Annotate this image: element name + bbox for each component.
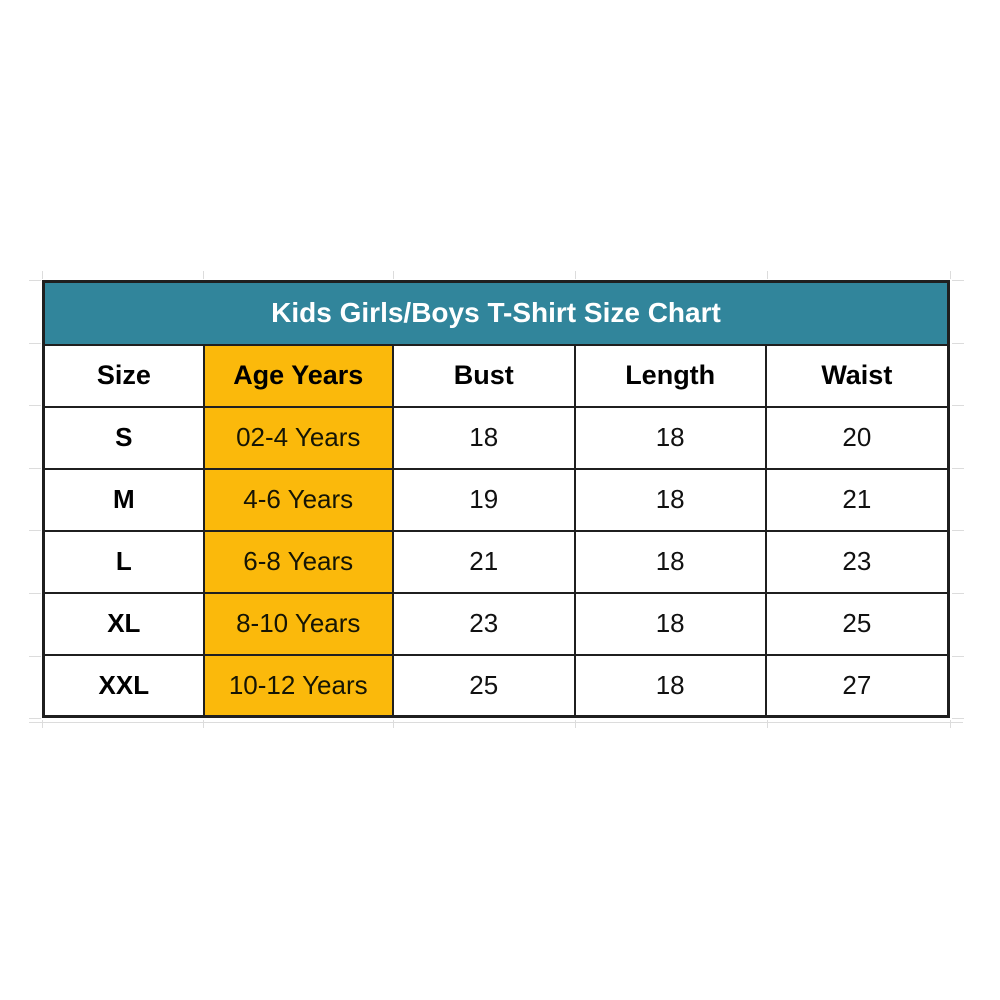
gridline-stub bbox=[29, 718, 41, 719]
table-row-xl: XL 8-10 Years 23 18 25 bbox=[42, 591, 950, 656]
cell-size: XL bbox=[42, 591, 205, 656]
size-chart: Kids Girls/Boys T-Shirt Size Chart Size … bbox=[42, 280, 950, 718]
gridline-stub bbox=[952, 280, 964, 281]
column-header-size: Size bbox=[42, 343, 205, 408]
gridline-stub bbox=[767, 720, 768, 728]
column-header-length: Length bbox=[573, 343, 767, 408]
cell-waist: 25 bbox=[764, 591, 950, 656]
column-header-age: Age Years bbox=[202, 343, 394, 408]
table-title-row: Kids Girls/Boys T-Shirt Size Chart bbox=[42, 280, 950, 346]
cell-age: 8-10 Years bbox=[202, 591, 394, 656]
gridline-stub bbox=[29, 593, 41, 594]
gridline-stub bbox=[393, 720, 394, 728]
gridline-stub bbox=[952, 405, 964, 406]
cell-bust: 19 bbox=[391, 467, 576, 532]
cell-size: S bbox=[42, 405, 205, 470]
gridline-stub bbox=[575, 720, 576, 728]
size-chart-table: Kids Girls/Boys T-Shirt Size Chart Size … bbox=[42, 280, 950, 718]
cell-age: 10-12 Years bbox=[202, 653, 394, 718]
cell-waist: 27 bbox=[764, 653, 950, 718]
cell-age: 02-4 Years bbox=[202, 405, 394, 470]
cell-bust: 18 bbox=[391, 405, 576, 470]
cell-bust: 23 bbox=[391, 591, 576, 656]
table-row-m: M 4-6 Years 19 18 21 bbox=[42, 467, 950, 532]
gridline-stub bbox=[950, 271, 951, 279]
table-header-row: Size Age Years Bust Length Waist bbox=[42, 343, 950, 408]
gridline-stub bbox=[203, 271, 204, 279]
gridline-stub bbox=[29, 468, 41, 469]
gridline-stub bbox=[952, 530, 964, 531]
table-row-xxl: XXL 10-12 Years 25 18 27 bbox=[42, 653, 950, 718]
gridline-stub bbox=[29, 530, 41, 531]
gridline-stub bbox=[952, 343, 964, 344]
cell-waist: 23 bbox=[764, 529, 950, 594]
gridline-stub bbox=[29, 405, 41, 406]
gridline-stub bbox=[29, 656, 41, 657]
gridline-stub bbox=[29, 280, 41, 281]
cell-size: L bbox=[42, 529, 205, 594]
cell-size: XXL bbox=[42, 653, 205, 718]
gridline-stub bbox=[950, 720, 951, 728]
column-header-waist: Waist bbox=[764, 343, 950, 408]
cell-length: 18 bbox=[573, 405, 767, 470]
table-row-s: S 02-4 Years 18 18 20 bbox=[42, 405, 950, 470]
cell-waist: 20 bbox=[764, 405, 950, 470]
cell-bust: 25 bbox=[391, 653, 576, 718]
gridline-stub bbox=[393, 271, 394, 279]
cell-length: 18 bbox=[573, 529, 767, 594]
table-row-l: L 6-8 Years 21 18 23 bbox=[42, 529, 950, 594]
gridline-stub bbox=[575, 271, 576, 279]
cell-waist: 21 bbox=[764, 467, 950, 532]
table-title: Kids Girls/Boys T-Shirt Size Chart bbox=[42, 280, 950, 346]
gridline-stub bbox=[952, 656, 964, 657]
gridline-stub bbox=[203, 720, 204, 728]
gridline-stub bbox=[952, 718, 964, 719]
cell-length: 18 bbox=[573, 591, 767, 656]
cell-bust: 21 bbox=[391, 529, 576, 594]
gridline-stub bbox=[767, 271, 768, 279]
column-header-bust: Bust bbox=[391, 343, 576, 408]
gridline-stub bbox=[29, 343, 41, 344]
cell-age: 6-8 Years bbox=[202, 529, 394, 594]
cell-age: 4-6 Years bbox=[202, 467, 394, 532]
gridline-stub bbox=[952, 593, 964, 594]
gridline-stub bbox=[42, 720, 43, 728]
gridline-stub bbox=[29, 722, 963, 723]
cell-size: M bbox=[42, 467, 205, 532]
gridline-stub bbox=[952, 468, 964, 469]
cell-length: 18 bbox=[573, 467, 767, 532]
cell-length: 18 bbox=[573, 653, 767, 718]
gridline-stub bbox=[42, 271, 43, 279]
